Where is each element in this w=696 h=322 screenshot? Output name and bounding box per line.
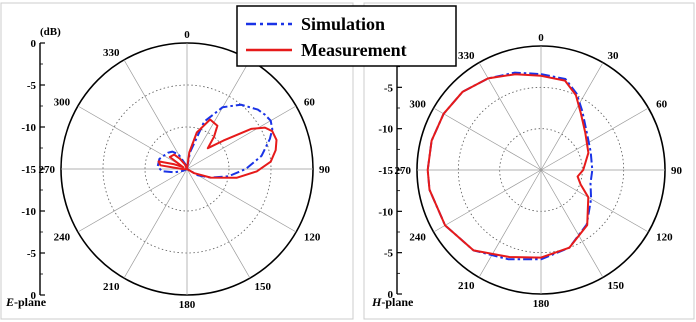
e-plane-angle-label-330: 330 [103, 47, 120, 59]
e-plane-spoke-240 [77, 168, 188, 233]
e-plane-radial-tick-label-6: 0 [31, 290, 37, 302]
e-plane-spoke-30 [186, 59, 251, 170]
e-plane-radial-tick-label-3: -15 [21, 164, 36, 176]
h-plane-radial-tick-label-5: -5 [384, 248, 394, 260]
h-plane-chart: 0 30 60 90 120 150 180 210 240 270 300 330 0 -5 -10 -15… [371, 32, 683, 310]
legend-box [236, 5, 457, 67]
e-plane-angle-label-90: 90 [319, 164, 331, 176]
e-plane-angle-label-60: 60 [304, 97, 316, 109]
h-plane-spoke-210 [478, 169, 542, 278]
h-plane-radial-tick-label-2: -10 [378, 124, 393, 136]
e-plane-angle-label-240: 240 [54, 232, 71, 244]
e-plane-spoke-60 [186, 105, 297, 170]
e-plane-angle-label-300: 300 [54, 97, 71, 109]
e-plane-radial-tick-label-1: -5 [27, 80, 37, 92]
h-plane-angle-label-270: 270 [395, 165, 412, 177]
e-plane-series-measurement [157, 118, 278, 179]
h-plane-series-simulation [426, 71, 594, 261]
h-plane-angle-label-210: 210 [458, 280, 475, 292]
e-plane-spoke-330 [123, 59, 188, 170]
h-plane-radial-tick-label-4: -10 [378, 206, 393, 218]
h-plane-angle-label-330: 330 [458, 50, 475, 62]
e-plane-radial-tick-label-0: 0 [31, 38, 37, 50]
h-plane-spoke-150 [540, 169, 604, 278]
left-panel-frame [0, 2, 354, 320]
e-plane-radial-tick-label-5: -5 [27, 248, 37, 260]
h-plane-angle-label-30: 30 [608, 50, 620, 62]
h-plane-radial-tick-label-3: -15 [378, 165, 393, 177]
e-plane-chart: 03060901201501802102402703003300-5-10-15… [5, 26, 331, 311]
h-plane-angle-label-240: 240 [409, 232, 426, 244]
e-plane-angle-label-150: 150 [255, 281, 272, 293]
e-plane-angle-label-120: 120 [304, 232, 321, 244]
h-plane-angle-label-180: 180 [533, 298, 550, 310]
legend-label-simulation: Simulation [301, 14, 385, 34]
h-plane-angle-label-300: 300 [409, 99, 426, 111]
h-plane-panel-label: H-plane [371, 295, 414, 309]
h-plane-spoke-240 [433, 169, 542, 233]
h-plane-angle-label-120: 120 [656, 232, 673, 244]
e-plane-panel-label: E-plane [5, 295, 47, 309]
e-plane-spoke-120 [186, 168, 297, 233]
legend-label-measurement: Measurement [301, 40, 407, 60]
e-plane-radial-tick-label-2: -10 [21, 122, 36, 134]
h-plane-angle-label-60: 60 [656, 99, 668, 111]
e-plane-angle-label-180: 180 [179, 299, 196, 311]
h-plane-series-measurement [426, 73, 590, 259]
h-plane-angle-label-90: 90 [671, 165, 683, 177]
h-plane-angle-label-150: 150 [608, 280, 625, 292]
h-plane-angle-label-0: 0 [538, 32, 544, 44]
legend: Simulation Measurement [236, 5, 457, 67]
e-plane-spoke-300 [77, 105, 188, 170]
h-plane-spoke-330 [478, 62, 542, 171]
e-plane-radial-tick-label-4: -10 [21, 206, 36, 218]
h-plane-radial-tick-label-1: -5 [384, 82, 394, 94]
e-plane-angle-label-0: 0 [184, 29, 190, 41]
e-plane-unit-label: (dB) [40, 26, 61, 38]
h-plane-radial-tick-label-6: 0 [388, 289, 394, 301]
e-plane-angle-label-210: 210 [103, 281, 120, 293]
h-plane-spoke-300 [433, 107, 542, 171]
e-plane-spoke-210 [123, 168, 188, 279]
e-plane-spoke-150 [186, 168, 251, 279]
e-plane-series-simulation [156, 103, 274, 179]
h-plane-spoke-60 [540, 107, 649, 171]
h-plane-spoke-30 [540, 62, 604, 171]
e-plane-angle-label-270: 270 [39, 164, 56, 176]
right-panel-frame [363, 2, 695, 320]
h-plane-spoke-120 [540, 169, 649, 233]
